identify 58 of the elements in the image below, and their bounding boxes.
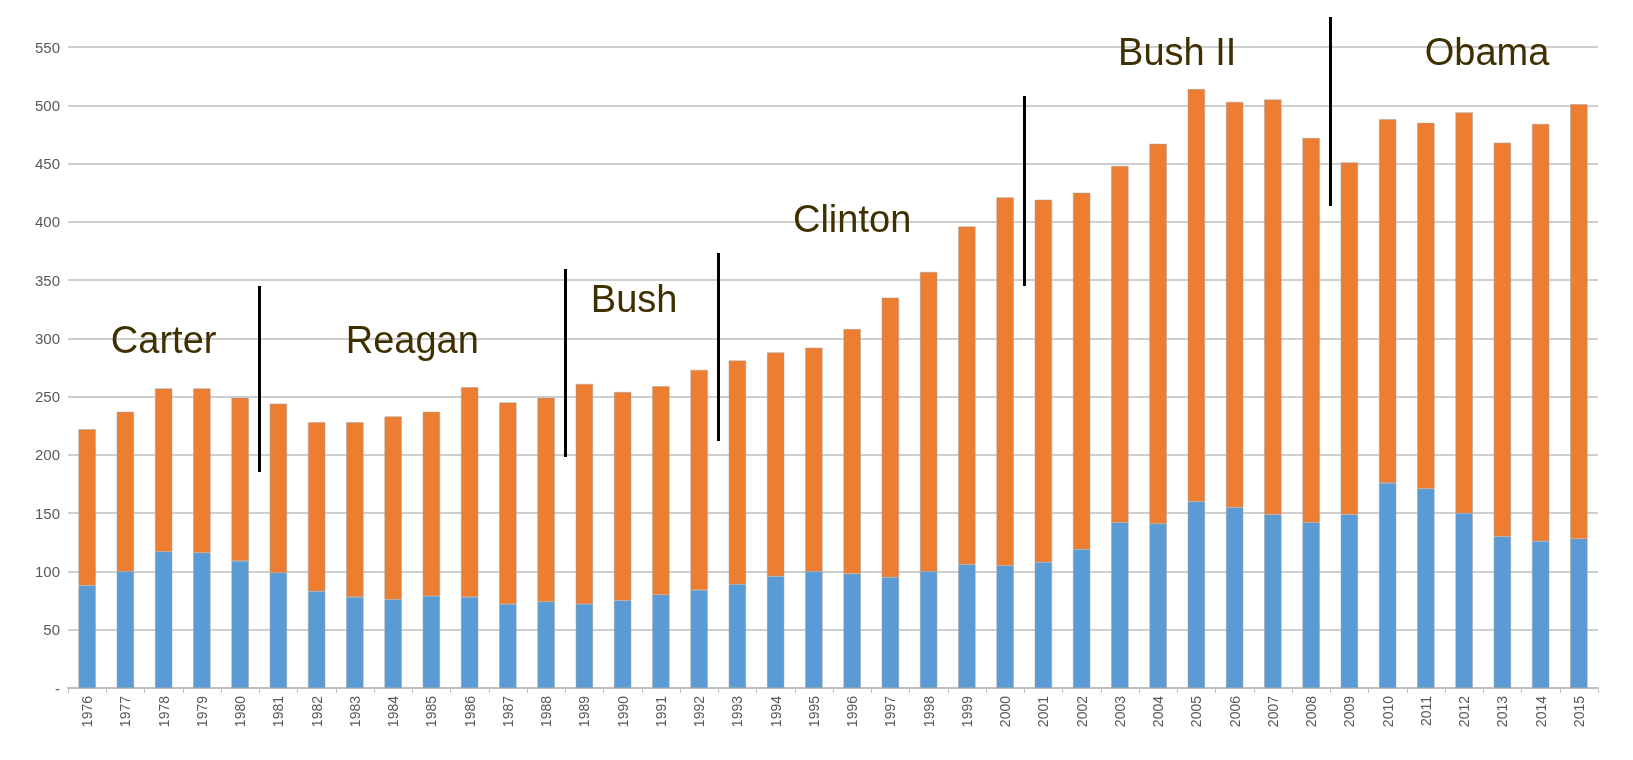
- x-tick-label: 2012: [1456, 695, 1473, 728]
- x-tick-label: 1981: [270, 695, 287, 728]
- x-tick-label: 2011: [1417, 695, 1434, 727]
- x-tick-label: 1979: [193, 695, 210, 728]
- x-tick-label: 2009: [1341, 695, 1358, 728]
- x-tick-label: 1996: [844, 695, 861, 728]
- x-tick-label: 2006: [1226, 695, 1243, 728]
- x-tick-label: 1978: [155, 695, 172, 728]
- x-tick-label: 1999: [958, 695, 975, 728]
- y-tick-label: 550: [34, 38, 60, 56]
- x-tick-label: 1994: [767, 695, 784, 728]
- x-tick-label: 2000: [997, 695, 1014, 728]
- x-tick-label: 1976: [79, 695, 96, 728]
- y-tick-label: 100: [34, 562, 60, 580]
- x-tick-label: 1977: [117, 695, 134, 728]
- y-tick-label: 50: [43, 621, 60, 639]
- y-tick-label: 400: [34, 213, 60, 231]
- x-tick-label: 1987: [499, 695, 516, 728]
- y-tick-label: 250: [34, 388, 60, 406]
- y-tick-label: 450: [34, 155, 60, 173]
- x-tick-label: 2010: [1379, 695, 1396, 728]
- x-tick-label: 1982: [308, 695, 325, 728]
- y-tick-label: 150: [34, 504, 60, 522]
- y-tick-label: 350: [34, 271, 60, 289]
- y-tick-label: 200: [34, 446, 60, 464]
- x-tick-label: 1984: [385, 695, 402, 728]
- annotation: Obama: [1424, 30, 1551, 73]
- x-tick-label: 1989: [576, 695, 593, 728]
- x-tick-label: 2003: [1111, 695, 1128, 728]
- x-tick-label: 1983: [346, 695, 363, 728]
- x-tick-label: 1997: [882, 695, 899, 728]
- annotation: Bush: [590, 278, 678, 321]
- x-tick-label: 1998: [920, 695, 937, 728]
- y-tick-label: 500: [34, 96, 60, 114]
- x-tick-label: 2008: [1303, 695, 1320, 728]
- x-tick-label: 1992: [691, 695, 708, 728]
- x-tick-label: 2005: [1188, 695, 1205, 728]
- x-tick-label: 2007: [1264, 695, 1281, 728]
- annotation: Carter: [110, 318, 217, 361]
- x-tick-label: 1980: [232, 695, 249, 728]
- annotation: Reagan: [345, 318, 479, 361]
- x-tick-label: 2001: [1035, 695, 1052, 728]
- x-tick-label: 2004: [1150, 695, 1167, 728]
- y-tick-label: 300: [34, 329, 60, 347]
- x-tick-label: 2002: [1073, 695, 1090, 728]
- x-tick-label: 1991: [652, 695, 669, 728]
- x-tick-label: 1985: [423, 695, 440, 728]
- x-tick-label: 1990: [614, 695, 631, 728]
- x-tick-label: 2015: [1570, 695, 1587, 728]
- x-tick-label: 1986: [461, 695, 478, 728]
- y-tick-label: -: [55, 679, 60, 697]
- annotation: Bush II: [1118, 30, 1237, 73]
- x-tick-label: 2014: [1532, 695, 1549, 728]
- x-tick-label: 2013: [1494, 695, 1511, 728]
- x-tick-label: 1995: [805, 695, 822, 728]
- annotation: Clinton: [792, 198, 912, 240]
- x-tick-label: 1988: [538, 695, 555, 728]
- x-tick-label: 1993: [729, 695, 746, 728]
